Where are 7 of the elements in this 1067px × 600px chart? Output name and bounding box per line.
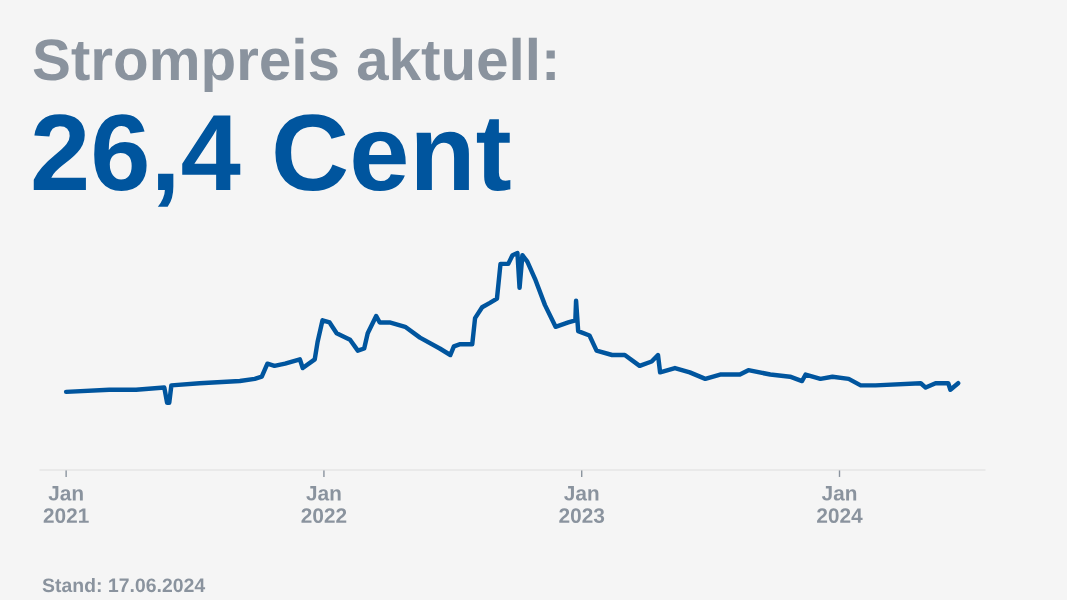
x-tick-label: Jan 2021: [43, 486, 89, 524]
chart-title: Strompreis aktuell:: [33, 37, 555, 93]
chart-subtitle: 26,4 Cent: [33, 114, 511, 207]
text: Stand: 17.06.2024: [42, 577, 206, 593]
x-tick-label: Jan 2023: [559, 486, 605, 524]
x-tick-label: Jan 2024: [817, 486, 863, 524]
x-tick-label: Jan 2022: [301, 486, 347, 524]
